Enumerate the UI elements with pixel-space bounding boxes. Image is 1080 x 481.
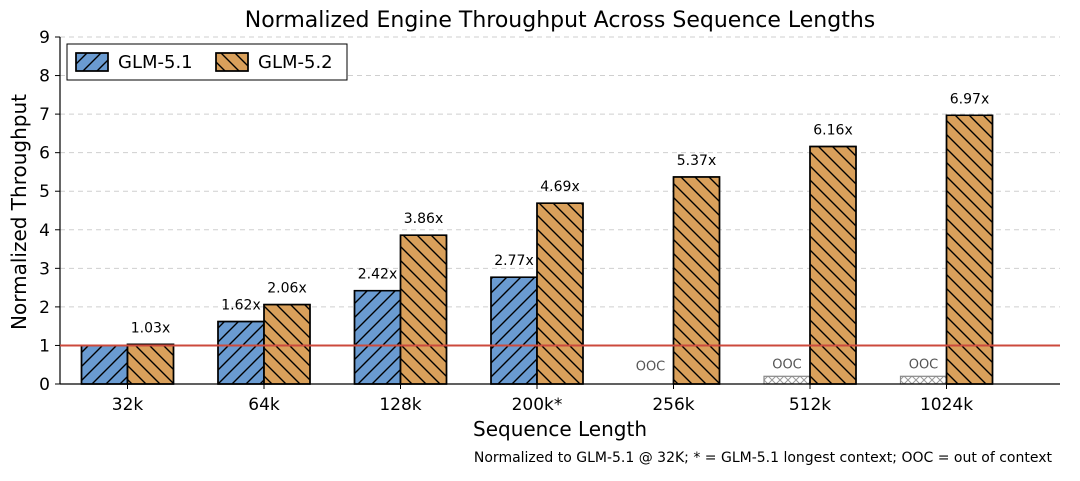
bar-hatch-glm-5-1 (490, 276, 538, 385)
legend-label-glm-5-1: GLM-5.1 (118, 52, 193, 73)
chart-title: Normalized Engine Throughput Across Sequ… (245, 8, 875, 33)
bar-hatch-glm-5-2 (399, 234, 448, 385)
data-label-glm-5-1: 2.42x (358, 267, 397, 283)
bar-hatch-glm-5-1 (217, 320, 265, 385)
legend-label-glm-5-2: GLM-5.2 (258, 52, 333, 73)
ooc-label: OOC (636, 360, 666, 375)
ooc-label: OOC (772, 357, 802, 372)
data-label-glm-5-2: 1.03x (131, 320, 170, 336)
ooc-label: OOC (909, 357, 939, 372)
legend-swatch-glm-5-1-hatch (75, 52, 109, 72)
data-label-glm-5-2: 4.69x (540, 179, 579, 195)
y-tick-label: 5 (39, 182, 50, 202)
bars-layer (80, 114, 994, 385)
x-tick-label: 512k (789, 395, 831, 415)
y-tick-label: 0 (39, 375, 50, 395)
x-tick-label: 32k (112, 395, 144, 415)
x-tick-label: 1024k (920, 395, 973, 415)
y-tick-label: 4 (39, 221, 50, 241)
bar-hatch-glm-5-2 (263, 303, 311, 385)
legend: GLM-5.1 GLM-5.2 (66, 43, 348, 81)
data-label-glm-5-1: 2.77x (494, 253, 533, 269)
y-tick-label: 7 (39, 105, 50, 125)
x-tick-label: 200k* (512, 395, 563, 415)
x-tick-label: 128k (379, 395, 421, 415)
x-tick-label: 256k (652, 395, 694, 415)
legend-frame (66, 43, 348, 81)
ooc-bar (763, 375, 811, 385)
y-axis-label: Normalized Throughput (7, 94, 31, 330)
y-tick-label: 9 (39, 28, 50, 48)
data-label-glm-5-2: 6.16x (813, 122, 852, 138)
bar-hatch-glm-5-2 (945, 114, 994, 385)
axes-layer: 0 1 2 3 4 5 6 7 8 9 32k 64k 128k 200k* 256k 512k 1024k (39, 28, 1060, 415)
bar-hatch-glm-5-2 (126, 343, 175, 385)
bar-hatch-glm-5-2 (672, 176, 721, 385)
bar-hatch-glm-5-2 (809, 145, 857, 385)
bar-hatch-glm-5-2 (536, 202, 584, 385)
data-label-glm-5-2: 3.86x (404, 211, 443, 227)
y-tick-label: 3 (39, 259, 50, 279)
data-label-glm-5-2: 2.06x (267, 281, 306, 297)
bar-hatch-glm-5-1 (353, 289, 402, 385)
y-tick-label: 6 (39, 144, 50, 164)
y-tick-label: 8 (39, 67, 50, 87)
ooc-bar (899, 375, 948, 385)
footnote: Normalized to GLM-5.1 @ 32K; * = GLM-5.1… (474, 450, 1053, 466)
y-tick-label: 2 (39, 298, 50, 318)
data-label-glm-5-1: 1.62x (221, 298, 260, 314)
data-label-glm-5-2: 6.97x (950, 91, 989, 107)
bar-hatch-glm-5-1 (80, 344, 129, 385)
y-tick-label: 1 (39, 336, 50, 356)
data-labels-layer: 1.62x 2.42x 2.77x OOC OOC OOC 1.03x 2.06x 3.86x 4… (131, 91, 989, 374)
data-label-glm-5-2: 5.37x (677, 153, 716, 169)
x-axis-label: Sequence Length (473, 417, 647, 441)
x-tick-label: 64k (248, 395, 280, 415)
legend-swatch-glm-5-2-hatch (215, 52, 249, 72)
